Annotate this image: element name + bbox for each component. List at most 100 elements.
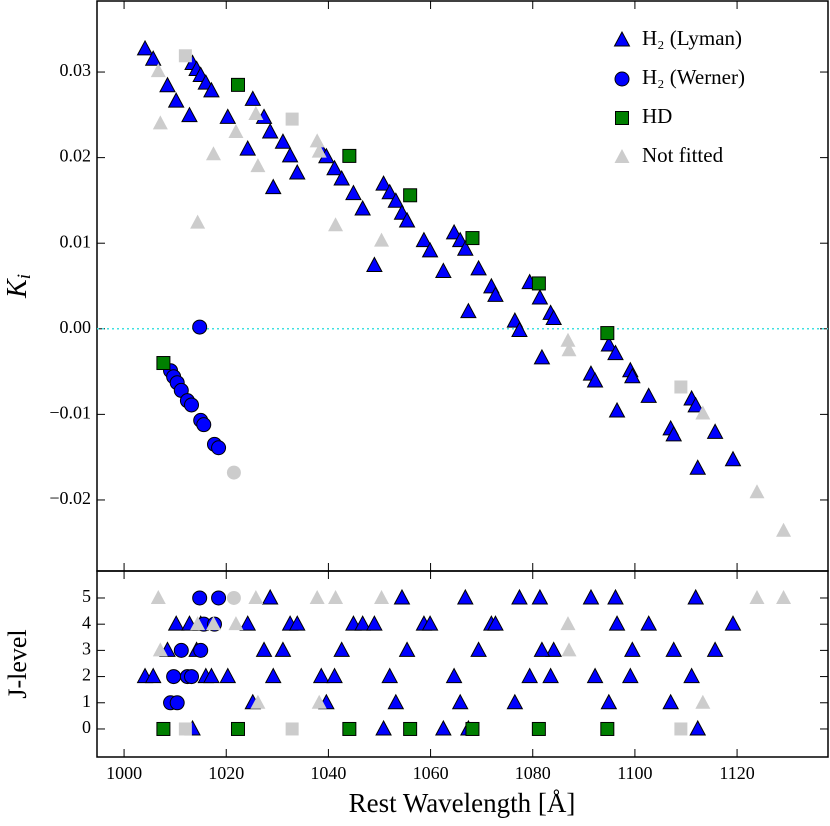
j-point — [226, 590, 241, 605]
j-point — [608, 615, 626, 631]
point — [136, 39, 154, 56]
point — [608, 401, 626, 418]
point — [511, 321, 528, 338]
j-point — [255, 641, 273, 657]
legend-label: HD — [642, 104, 672, 128]
point — [415, 231, 433, 248]
j-point — [600, 721, 615, 736]
j-point — [506, 693, 524, 710]
legend-label: H₂ (Werner) — [642, 65, 745, 89]
legend-marker — [613, 30, 631, 47]
point — [607, 344, 624, 361]
j-point — [511, 588, 528, 605]
y-tick-label: 1 — [82, 691, 91, 711]
j-point — [205, 616, 221, 631]
point — [228, 123, 244, 138]
y-tick-label: 0.03 — [60, 60, 92, 80]
point — [600, 326, 615, 341]
j-point — [167, 615, 185, 631]
j-point — [689, 719, 707, 736]
j-point — [190, 616, 206, 631]
j-point — [328, 589, 344, 604]
point — [285, 112, 299, 126]
point — [640, 387, 658, 403]
j-point — [531, 588, 549, 605]
lower-y-axis-label: J-level — [3, 629, 32, 698]
point — [192, 319, 208, 335]
point — [560, 332, 576, 347]
point — [689, 459, 707, 475]
y-label-main: K — [2, 278, 33, 299]
point — [366, 256, 383, 272]
j-point — [219, 667, 237, 684]
point — [531, 288, 549, 305]
point — [445, 223, 463, 240]
j-point — [193, 642, 209, 658]
legend-marker — [614, 71, 630, 87]
point — [665, 425, 683, 442]
point — [230, 77, 245, 92]
point — [345, 184, 362, 201]
point — [219, 108, 237, 124]
point — [226, 465, 241, 480]
y-tick-label: −0.01 — [49, 403, 91, 423]
j-point — [403, 721, 418, 736]
point — [600, 335, 618, 352]
j-point — [250, 694, 266, 709]
j-point — [445, 667, 463, 684]
point — [144, 50, 162, 66]
j-point — [192, 590, 208, 606]
point — [203, 81, 220, 98]
j-point — [264, 667, 282, 684]
x-axis-label: Rest Wavelength [Å] — [349, 788, 576, 818]
point — [724, 450, 742, 467]
j-point — [640, 615, 658, 631]
j-point — [487, 615, 504, 631]
point — [776, 522, 792, 537]
j-point — [560, 616, 576, 631]
j-point — [435, 719, 452, 736]
j-point — [285, 722, 299, 736]
j-point — [470, 641, 487, 657]
point — [354, 199, 371, 216]
x-tick-label: 1060 — [413, 763, 449, 783]
point — [326, 159, 343, 176]
x-tick-label: 1040 — [310, 763, 346, 783]
j-point — [451, 693, 469, 710]
j-point — [706, 641, 724, 657]
point — [211, 440, 227, 456]
point — [167, 92, 185, 108]
j-point — [398, 641, 416, 657]
point — [205, 146, 221, 161]
j-point — [311, 694, 327, 709]
point — [328, 217, 344, 232]
j-point — [542, 667, 559, 684]
point — [264, 178, 282, 195]
j-point — [354, 615, 371, 631]
j-point — [288, 615, 306, 631]
j-point — [156, 721, 171, 736]
x-tick-label: 1080 — [515, 763, 551, 783]
j-point — [309, 589, 325, 604]
legend-label: H₂ (Lyman) — [642, 26, 742, 50]
j-point — [333, 641, 351, 657]
point — [150, 63, 166, 78]
point — [281, 146, 299, 163]
j-point — [586, 667, 604, 684]
j-point — [239, 615, 257, 631]
point — [387, 192, 405, 208]
point — [456, 240, 474, 256]
point — [381, 183, 399, 200]
j-point — [152, 642, 168, 657]
j-point — [274, 641, 292, 657]
x-tick-label: 1000 — [106, 763, 142, 783]
point — [196, 417, 212, 433]
j-point — [465, 721, 480, 736]
j-point — [173, 642, 189, 658]
point — [375, 175, 392, 191]
point — [248, 105, 264, 120]
point — [398, 211, 416, 228]
j-point — [381, 667, 399, 684]
point — [178, 49, 192, 63]
